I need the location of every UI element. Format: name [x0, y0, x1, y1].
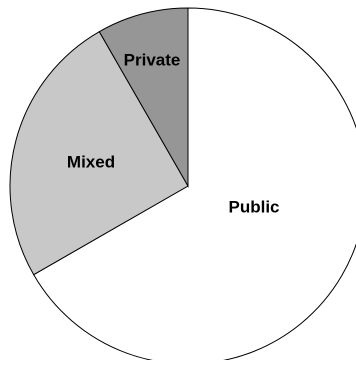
pie-slice-public: [32, 7, 356, 365]
pie-slice-private: [98, 7, 189, 188]
slice-label-public: Public: [228, 197, 279, 216]
slice-label-mixed: Mixed: [67, 152, 115, 171]
slice-label-private: Private: [124, 50, 181, 69]
pie-slice-mixed: [9, 30, 189, 276]
